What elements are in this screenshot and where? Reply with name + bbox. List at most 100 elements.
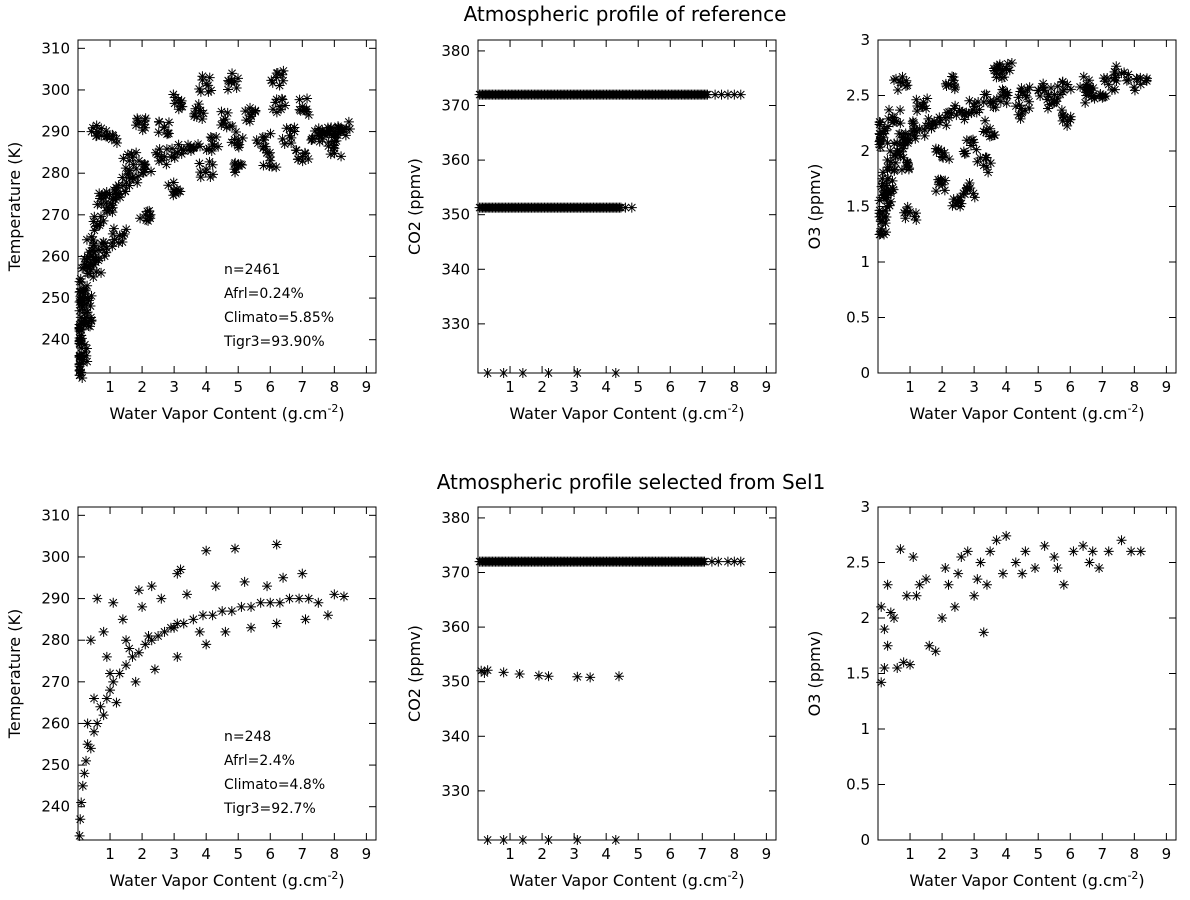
y-tick-label: 1.5	[846, 665, 870, 683]
data-point	[74, 351, 85, 362]
data-point	[82, 280, 93, 291]
data-point	[329, 140, 340, 151]
data-point	[294, 94, 305, 105]
row-title-selected: Atmospheric profile selected from Sel1	[437, 470, 826, 494]
data-point	[74, 305, 85, 316]
data-point	[922, 93, 933, 104]
y-tick-label: 330	[441, 782, 470, 800]
data-point	[953, 568, 964, 579]
data-point	[159, 626, 170, 637]
data-point	[86, 290, 97, 301]
data-point	[329, 589, 340, 600]
data-point	[942, 107, 953, 118]
data-point	[973, 97, 984, 108]
data-point	[78, 286, 89, 297]
data-point	[101, 202, 112, 213]
data-point	[172, 568, 183, 579]
data-point	[195, 172, 206, 183]
data-point	[111, 697, 122, 708]
data-point	[969, 590, 980, 601]
data-point	[975, 557, 986, 568]
data-point	[146, 581, 157, 592]
data-point	[121, 224, 132, 235]
data-point	[620, 202, 631, 213]
y-tick-label: 360	[441, 151, 470, 169]
data-point	[626, 202, 637, 213]
data-point	[882, 640, 893, 651]
data-point	[79, 259, 90, 270]
data-point	[941, 120, 952, 131]
data-point	[323, 128, 334, 139]
data-point	[912, 106, 923, 117]
y-tick-label: 380	[441, 509, 470, 527]
data-point	[163, 117, 174, 128]
data-point	[278, 75, 289, 86]
data-point	[878, 192, 889, 203]
data-point	[1057, 77, 1068, 88]
data-point	[117, 614, 128, 625]
x-tick-label: 1	[505, 845, 515, 863]
data-point	[887, 175, 898, 186]
data-point	[902, 80, 913, 91]
data-point	[921, 574, 932, 585]
y-tick-label: 290	[41, 123, 70, 141]
data-point	[1132, 74, 1143, 85]
data-point	[877, 207, 888, 218]
data-point	[286, 138, 297, 149]
data-point	[181, 589, 192, 600]
data-point	[1109, 84, 1120, 95]
data-point	[1052, 563, 1063, 574]
data-point	[1058, 84, 1069, 95]
x-tick-label: 2	[537, 378, 547, 396]
data-point	[908, 551, 919, 562]
data-point	[193, 99, 204, 110]
data-point	[514, 669, 525, 680]
data-point	[331, 135, 342, 146]
x-tick-label: 8	[1130, 845, 1140, 863]
data-point	[191, 112, 202, 123]
data-point	[169, 149, 180, 160]
data-point	[264, 147, 275, 158]
data-point	[76, 297, 87, 308]
data-point	[260, 141, 271, 152]
data-point	[133, 118, 144, 129]
x-axis-label-end: )	[1138, 404, 1144, 423]
data-point	[76, 324, 87, 335]
data-point	[221, 122, 232, 133]
data-point	[93, 245, 104, 256]
data-point	[207, 159, 218, 170]
x-tick-label: 2	[537, 845, 547, 863]
data-point	[572, 368, 583, 378]
y-tick-label: 0.5	[846, 309, 870, 327]
data-point	[268, 104, 279, 115]
data-point	[997, 64, 1008, 75]
data-point	[234, 139, 245, 150]
data-point	[949, 103, 960, 114]
data-point	[946, 108, 957, 119]
data-point	[985, 546, 996, 557]
data-point	[889, 75, 900, 86]
data-point	[517, 368, 528, 378]
data-point	[76, 367, 87, 378]
data-point	[926, 123, 937, 134]
data-point	[92, 718, 103, 729]
data-point	[543, 368, 554, 378]
data-point	[343, 116, 354, 127]
data-point	[175, 564, 186, 575]
data-point	[1116, 68, 1127, 79]
x-tick-label: 2	[137, 378, 147, 396]
data-point	[144, 205, 155, 216]
data-point	[706, 556, 717, 567]
stats-annotation: Afrl=0.24%	[224, 286, 304, 302]
data-point	[1001, 63, 1012, 74]
data-point	[77, 780, 88, 791]
y-tick-label: 1	[860, 253, 870, 271]
scatter-panel: 1 2 3 4 5 6 7 8 9 0 0.5 1 1.5 2 2.5 3 Water Vapor Conten…	[805, 31, 1177, 423]
data-point	[94, 253, 105, 264]
data-point	[207, 610, 218, 621]
data-point	[101, 651, 112, 662]
data-point	[152, 149, 163, 160]
data-point	[108, 223, 119, 234]
data-point	[210, 581, 221, 592]
data-point	[84, 247, 95, 258]
